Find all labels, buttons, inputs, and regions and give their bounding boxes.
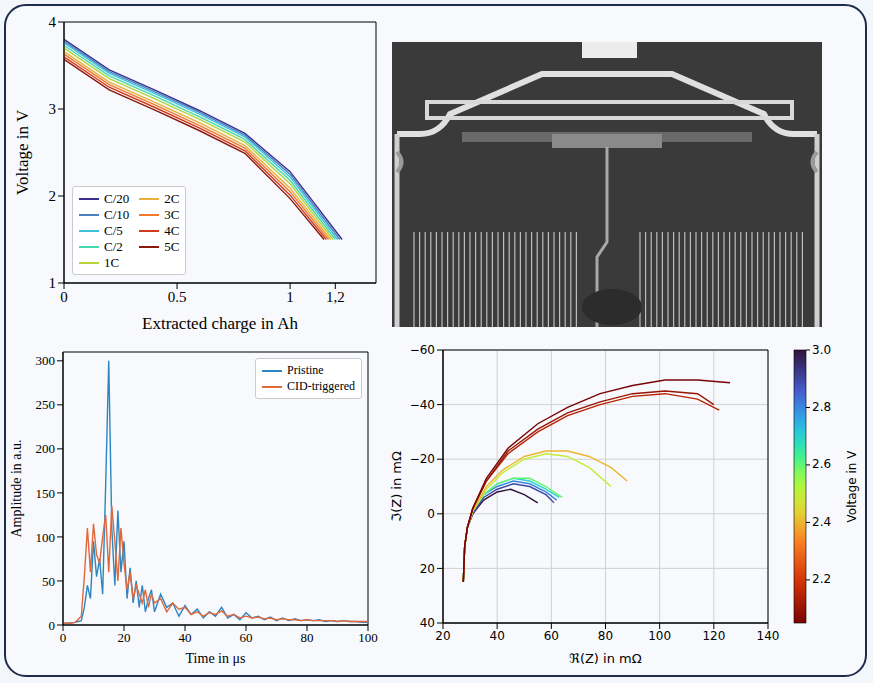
svg-text:1,2: 1,2 — [326, 289, 345, 305]
svg-text:50: 50 — [42, 574, 55, 589]
html-text:C/5: C/5 — [104, 223, 123, 238]
html-text:5C: 5C — [164, 239, 180, 254]
svg-text:2.6: 2.6 — [812, 457, 831, 471]
svg-text:1: 1 — [286, 289, 294, 305]
svg-text:300: 300 — [36, 353, 56, 368]
svg-text:200: 200 — [36, 441, 56, 456]
svg-text:−40: −40 — [410, 398, 435, 412]
svg-text:100: 100 — [358, 630, 378, 645]
svg-text:Amplitude in a.u.: Amplitude in a.u. — [9, 440, 24, 538]
svg-text:0: 0 — [60, 630, 67, 645]
svg-text:2: 2 — [49, 188, 57, 204]
svg-text:100: 100 — [648, 629, 671, 643]
svg-text:20: 20 — [118, 630, 131, 645]
svg-text:40: 40 — [420, 616, 435, 630]
svg-text:2.4: 2.4 — [812, 515, 831, 529]
svg-text:0: 0 — [427, 507, 435, 521]
html-text:C/2: C/2 — [104, 239, 123, 254]
svg-text:2.2: 2.2 — [812, 572, 831, 586]
html-text:Pristine: Pristine — [287, 363, 324, 377]
svg-text:ℑ(Z) in mΩ: ℑ(Z) in mΩ — [389, 451, 404, 522]
svg-text:80: 80 — [301, 630, 314, 645]
svg-text:20: 20 — [420, 562, 435, 576]
svg-text:−20: −20 — [410, 452, 435, 466]
svg-text:0: 0 — [49, 618, 56, 633]
svg-text:ℜ(Z) in mΩ: ℜ(Z) in mΩ — [569, 651, 641, 666]
svg-text:20: 20 — [435, 629, 450, 643]
html-text:1C: 1C — [104, 255, 120, 270]
svg-text:2.8: 2.8 — [812, 400, 831, 414]
svg-text:1: 1 — [49, 275, 57, 291]
html-text:C/10: C/10 — [104, 207, 130, 222]
svg-text:40: 40 — [179, 630, 192, 645]
svg-text:Voltage in V: Voltage in V — [845, 450, 859, 523]
svg-text:3.0: 3.0 — [812, 343, 831, 357]
html-text:3C: 3C — [164, 207, 180, 222]
svg-text:150: 150 — [36, 486, 56, 501]
svg-text:4: 4 — [49, 14, 57, 30]
svg-text:0: 0 — [60, 289, 68, 305]
svg-text:120: 120 — [702, 629, 725, 643]
svg-text:−60: −60 — [410, 343, 435, 357]
html-text:C/20: C/20 — [104, 191, 130, 206]
svg-text:Voltage in V: Voltage in V — [13, 109, 32, 195]
svg-text:100: 100 — [36, 530, 56, 545]
svg-text:60: 60 — [544, 629, 559, 643]
html-text:4C: 4C — [164, 223, 180, 238]
svg-text:60: 60 — [240, 630, 253, 645]
svg-text:Extracted charge in Ah: Extracted charge in Ah — [142, 314, 298, 333]
html-text:2C: 2C — [164, 191, 180, 206]
svg-text:250: 250 — [36, 397, 56, 412]
svg-text:3: 3 — [49, 101, 57, 117]
svg-text:Time in μs: Time in μs — [186, 651, 246, 666]
html-text:CID-triggered: CID-triggered — [287, 379, 355, 393]
svg-text:140: 140 — [757, 629, 780, 643]
svg-text:40: 40 — [490, 629, 505, 643]
svg-text:0.5: 0.5 — [168, 289, 187, 305]
svg-text:80: 80 — [598, 629, 613, 643]
